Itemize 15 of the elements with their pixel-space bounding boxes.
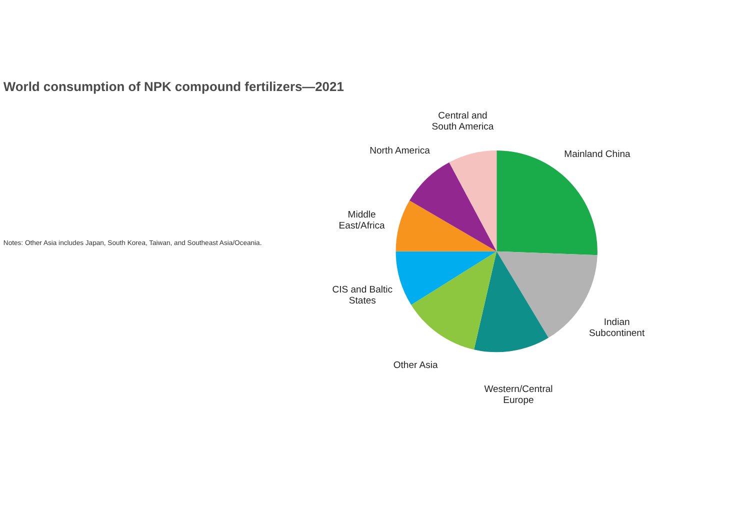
pie-slice [449, 150, 497, 252]
pie-slice [396, 200, 497, 252]
slice-label: Other Asia [393, 360, 439, 371]
text: World consumption of NPK compound fertilizers—2021 [3, 79, 344, 94]
slice-label: Indian Subcontinent [589, 317, 645, 340]
pie-slice [411, 251, 497, 350]
slice-label: Middle East/Africa [338, 210, 386, 232]
pie-slice [474, 251, 548, 352]
slice-label: North America [370, 145, 431, 156]
pie-slice [410, 162, 497, 252]
slice-label: CIS and Baltic States [332, 284, 393, 306]
slice-label: Western/Central Europe [484, 384, 553, 406]
slice-label: Central and South America [432, 110, 494, 132]
pie-slice [396, 251, 497, 305]
slice-label: Mainland China [564, 149, 631, 160]
